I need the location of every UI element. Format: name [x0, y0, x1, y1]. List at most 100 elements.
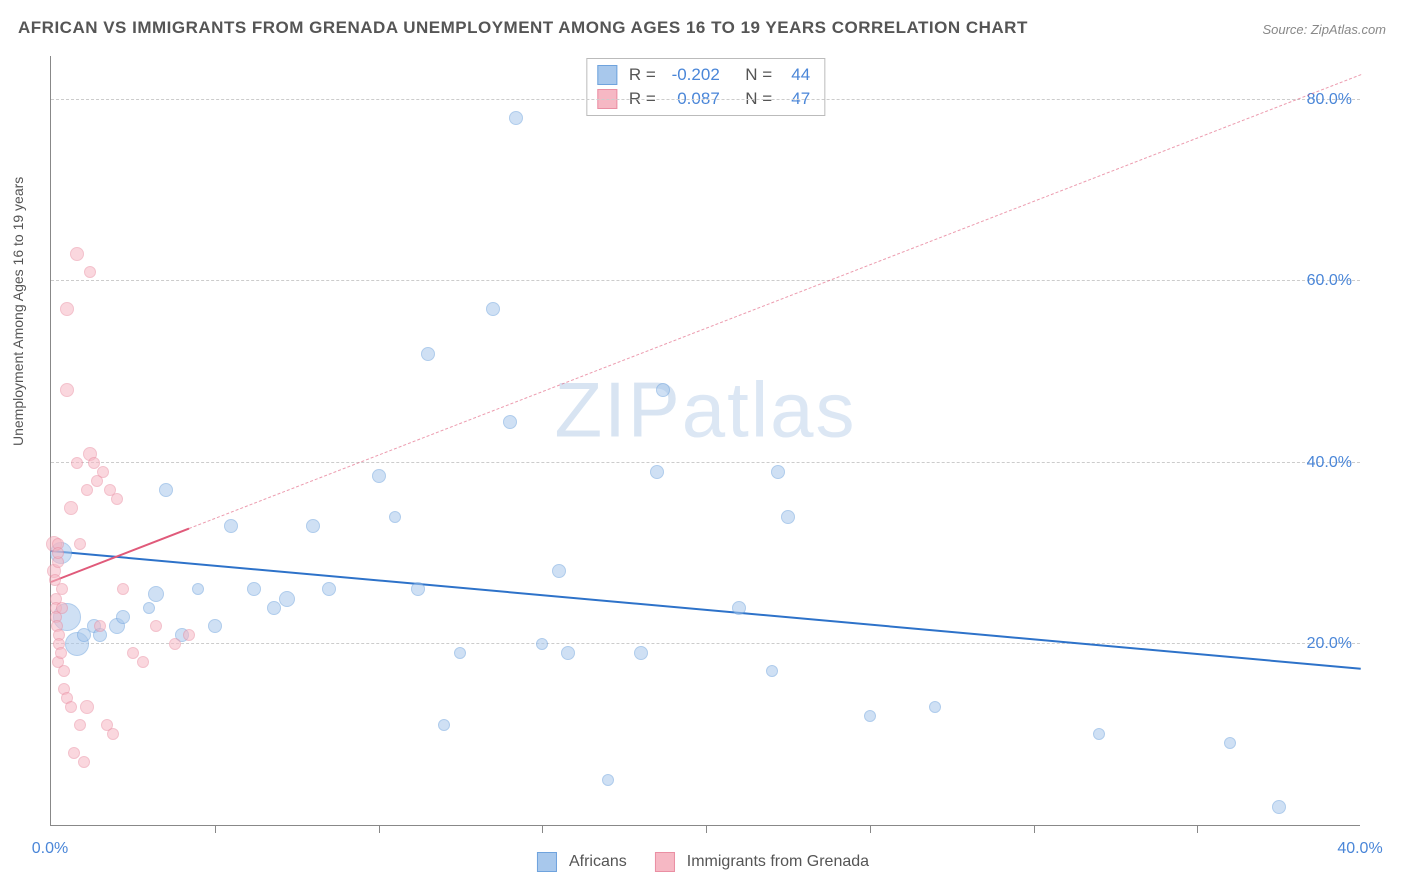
data-point [116, 610, 130, 624]
data-point [372, 469, 386, 483]
data-point [70, 247, 84, 261]
legend-swatch [537, 852, 557, 872]
data-point [84, 266, 96, 278]
data-point [94, 620, 106, 632]
data-point [60, 383, 74, 397]
y-tick-label: 40.0% [1307, 454, 1352, 472]
x-tick [379, 825, 380, 833]
data-point [929, 701, 941, 713]
data-point [117, 583, 129, 595]
data-point [322, 582, 336, 596]
data-point [267, 601, 281, 615]
bottom-legend: Africans Immigrants from Grenada [537, 852, 869, 872]
y-tick-label: 20.0% [1307, 635, 1352, 653]
watermark: ZIPatlas [554, 364, 856, 455]
y-tick-label: 80.0% [1307, 91, 1352, 109]
data-point [56, 602, 68, 614]
data-point [107, 728, 119, 740]
data-point [247, 582, 261, 596]
stat-n-value: 44 [780, 63, 810, 87]
x-tick [1197, 825, 1198, 833]
data-point [74, 538, 86, 550]
legend-item: Immigrants from Grenada [655, 852, 869, 872]
x-tick-label: 40.0% [1337, 840, 1382, 858]
watermark-atlas: atlas [682, 365, 857, 453]
data-point [561, 646, 575, 660]
data-point [74, 719, 86, 731]
data-point [602, 774, 614, 786]
data-point [279, 591, 295, 607]
data-point [656, 383, 670, 397]
legend-label: Immigrants from Grenada [687, 853, 869, 871]
data-point [183, 629, 195, 641]
gridline-horizontal [51, 462, 1360, 463]
data-point [60, 302, 74, 316]
source-attribution: Source: ZipAtlas.com [1262, 22, 1386, 37]
x-tick [706, 825, 707, 833]
data-point [169, 638, 181, 650]
data-point [536, 638, 548, 650]
stats-legend-box: R =-0.202 N =44R =0.087 N =47 [586, 58, 825, 116]
data-point [421, 347, 435, 361]
data-point [111, 493, 123, 505]
x-tick [215, 825, 216, 833]
y-tick-label: 60.0% [1307, 272, 1352, 290]
data-point [97, 466, 109, 478]
x-tick [870, 825, 871, 833]
chart-title: AFRICAN VS IMMIGRANTS FROM GRENADA UNEMP… [18, 18, 1028, 38]
data-point [503, 415, 517, 429]
data-point [1224, 737, 1236, 749]
legend-item: Africans [537, 852, 627, 872]
x-tick-label: 0.0% [32, 840, 68, 858]
data-point [1093, 728, 1105, 740]
data-point [81, 484, 93, 496]
data-point [732, 601, 746, 615]
data-point [306, 519, 320, 533]
data-point [127, 647, 139, 659]
data-point [65, 701, 77, 713]
legend-swatch [655, 852, 675, 872]
y-axis-label: Unemployment Among Ages 16 to 19 years [10, 177, 26, 446]
x-tick [1034, 825, 1035, 833]
data-point [64, 501, 78, 515]
data-point [411, 582, 425, 596]
data-point [80, 700, 94, 714]
data-point [68, 747, 80, 759]
data-point [454, 647, 466, 659]
data-point [208, 619, 222, 633]
data-point [771, 465, 785, 479]
x-tick [542, 825, 543, 833]
data-point [143, 602, 155, 614]
gridline-horizontal [51, 99, 1360, 100]
trend-line [51, 550, 1361, 670]
stat-n-label: N = [745, 63, 772, 87]
data-point [389, 511, 401, 523]
data-point [486, 302, 500, 316]
data-point [88, 457, 100, 469]
gridline-horizontal [51, 280, 1360, 281]
chart-container: AFRICAN VS IMMIGRANTS FROM GRENADA UNEMP… [0, 0, 1406, 892]
data-point [509, 111, 523, 125]
data-point [634, 646, 648, 660]
data-point [78, 756, 90, 768]
stat-r-label: R = [629, 63, 656, 87]
data-point [52, 547, 64, 559]
legend-label: Africans [569, 853, 627, 871]
data-point [766, 665, 778, 677]
data-point [1272, 800, 1286, 814]
data-point [148, 586, 164, 602]
data-point [192, 583, 204, 595]
stat-r-value: -0.202 [664, 63, 720, 87]
plot-area: ZIPatlas R =-0.202 N =44R =0.087 N =47 2… [50, 56, 1360, 826]
data-point [552, 564, 566, 578]
gridline-horizontal [51, 643, 1360, 644]
data-point [150, 620, 162, 632]
data-point [56, 583, 68, 595]
data-point [71, 457, 83, 469]
data-point [650, 465, 664, 479]
data-point [137, 656, 149, 668]
data-point [58, 665, 70, 677]
data-point [438, 719, 450, 731]
data-point [864, 710, 876, 722]
data-point [224, 519, 238, 533]
